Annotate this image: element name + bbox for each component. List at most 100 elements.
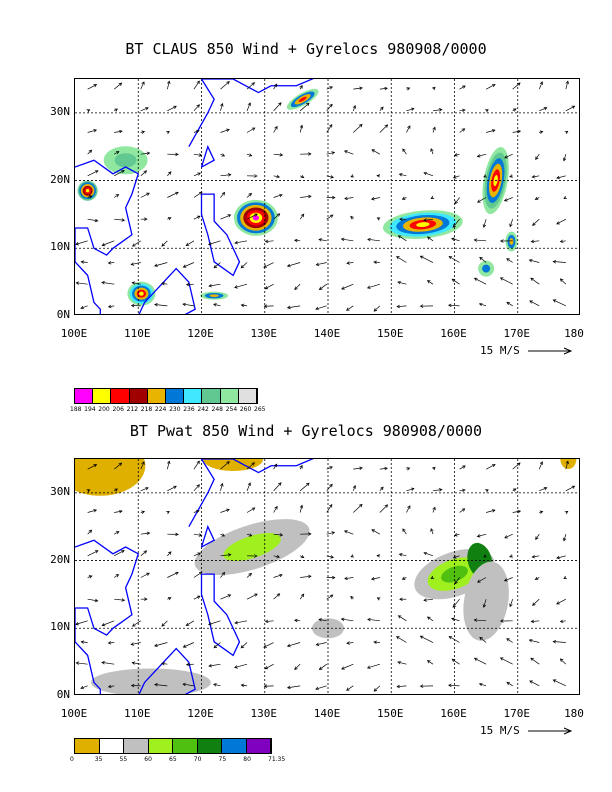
wind-vector xyxy=(482,599,487,608)
wind-vector xyxy=(530,657,540,665)
coastline xyxy=(138,647,196,694)
legend-label: 206 xyxy=(112,406,124,413)
wind-vector xyxy=(399,217,407,221)
wind-vector xyxy=(167,460,171,470)
wind-vector xyxy=(426,280,434,285)
wind-vector xyxy=(376,554,380,558)
wind-vector xyxy=(220,571,226,578)
wind-vector xyxy=(87,84,98,90)
wind-vector xyxy=(87,218,99,223)
wind-vector xyxy=(451,658,460,665)
wind-vector xyxy=(346,685,354,691)
legend-label: 0 xyxy=(70,756,74,763)
wind-vector xyxy=(504,533,513,539)
wind-vector xyxy=(376,174,380,178)
wind-vector xyxy=(294,618,301,623)
bottom-vector-reference-arrow xyxy=(528,727,573,735)
wind-vector xyxy=(193,533,203,537)
wind-vector xyxy=(220,508,230,513)
wind-vector xyxy=(300,574,312,579)
wind-vector xyxy=(398,173,407,177)
y-tick-label: 0N xyxy=(56,308,70,321)
wind-vector xyxy=(352,104,357,111)
wind-vector xyxy=(246,593,258,600)
wind-vector xyxy=(486,509,496,513)
wind-vector xyxy=(473,618,487,622)
wind-vector xyxy=(107,261,115,265)
wind-vector xyxy=(396,256,407,263)
wind-vector xyxy=(318,663,327,670)
wind-vector xyxy=(346,305,354,311)
wind-vector xyxy=(246,462,256,470)
legend-label: 224 xyxy=(154,406,167,413)
wind-vector xyxy=(482,219,487,228)
wind-vector xyxy=(326,214,334,220)
wind-vector xyxy=(367,617,380,622)
wind-vector xyxy=(397,615,407,622)
wind-vector xyxy=(167,551,172,557)
wind-vector xyxy=(294,283,301,290)
wind-vector xyxy=(367,237,380,242)
wind-vector xyxy=(485,109,489,113)
wind-vector xyxy=(370,577,380,581)
wind-vector xyxy=(273,533,284,537)
wind-vector xyxy=(565,80,569,90)
wind-vector xyxy=(379,106,384,112)
wind-vector xyxy=(552,639,566,644)
wind-vector xyxy=(406,505,411,513)
wind-vector xyxy=(75,620,88,626)
wind-vector xyxy=(430,575,435,579)
wind-vector xyxy=(539,510,544,514)
wind-vector xyxy=(263,642,274,648)
wind-vector xyxy=(87,129,98,133)
wind-vector xyxy=(504,153,513,159)
wind-vector xyxy=(140,550,148,557)
bottom-vector-reference-label: 15 M/S xyxy=(480,724,520,737)
wind-vector xyxy=(315,685,327,691)
wind-vector xyxy=(246,192,252,198)
bottom-chart-plot-area xyxy=(74,458,580,695)
wind-vector xyxy=(220,214,232,220)
wind-vector xyxy=(528,258,540,263)
wind-vector xyxy=(220,482,224,491)
wind-vector xyxy=(477,197,487,203)
wind-vector xyxy=(114,550,125,557)
y-tick-label: 20N xyxy=(50,172,70,186)
wind-vector xyxy=(75,661,88,665)
wind-vector xyxy=(234,620,248,625)
shaded-region xyxy=(209,294,219,298)
wind-vector xyxy=(539,107,548,112)
wind-vector xyxy=(263,684,274,688)
wind-vector xyxy=(87,464,98,470)
wind-vector xyxy=(80,260,88,264)
coastline xyxy=(200,573,241,657)
wind-vector xyxy=(114,151,120,155)
legend-label: 248 xyxy=(211,406,223,413)
wind-vector xyxy=(397,660,407,665)
x-tick-label: 110E xyxy=(124,707,151,720)
wind-vector xyxy=(452,598,460,608)
wind-vector xyxy=(315,262,327,266)
wind-vector xyxy=(318,238,327,242)
wind-vector xyxy=(454,197,460,205)
wind-vector xyxy=(273,505,278,513)
wind-vector xyxy=(273,463,278,470)
wind-vector xyxy=(234,283,248,289)
wind-vector xyxy=(154,262,168,268)
wind-vector xyxy=(101,281,115,285)
wind-vector xyxy=(396,304,407,309)
y-tick-label: 20N xyxy=(50,552,70,566)
wind-vector xyxy=(401,576,407,580)
wind-vector xyxy=(87,529,93,535)
wind-vector xyxy=(193,571,203,578)
wind-vector xyxy=(167,191,179,198)
wind-vector xyxy=(326,123,333,133)
wind-vector xyxy=(370,197,380,201)
wind-vector xyxy=(107,641,115,645)
wind-vector xyxy=(432,506,436,513)
wind-vector xyxy=(401,196,407,200)
wind-vector xyxy=(300,532,312,536)
coastline xyxy=(188,459,314,528)
wind-vector xyxy=(114,509,123,514)
wind-vector xyxy=(419,684,434,688)
